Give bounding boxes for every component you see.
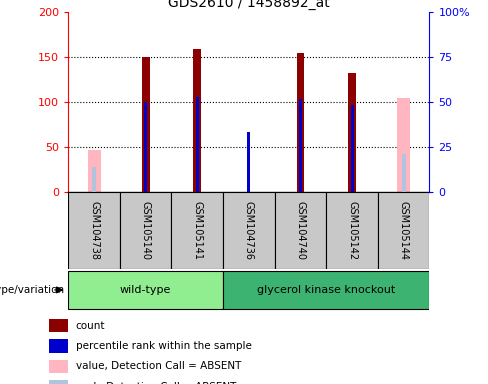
Bar: [142, 56, 150, 192]
Bar: [402, 154, 406, 192]
Text: value, Detection Call = ABSENT: value, Detection Call = ABSENT: [76, 361, 241, 371]
Bar: [397, 98, 410, 192]
Bar: [88, 150, 101, 192]
Bar: [378, 192, 429, 269]
Bar: [92, 167, 96, 192]
Bar: [49, 360, 68, 373]
Text: GSM105141: GSM105141: [192, 201, 203, 260]
Text: genotype/variation: genotype/variation: [0, 285, 65, 295]
Bar: [68, 271, 223, 309]
Bar: [49, 319, 68, 332]
Bar: [299, 99, 302, 192]
Text: percentile rank within the sample: percentile rank within the sample: [76, 341, 251, 351]
Bar: [348, 73, 356, 192]
Bar: [120, 192, 171, 269]
Text: GSM104736: GSM104736: [244, 201, 254, 260]
Text: wild-type: wild-type: [120, 285, 171, 295]
Bar: [193, 50, 201, 192]
Bar: [68, 192, 120, 269]
Bar: [49, 380, 68, 384]
Text: GSM104738: GSM104738: [89, 201, 99, 260]
Bar: [350, 105, 354, 192]
Text: GSM104740: GSM104740: [295, 201, 305, 260]
Bar: [171, 192, 223, 269]
Bar: [297, 53, 305, 192]
Text: GSM105140: GSM105140: [141, 201, 151, 260]
Bar: [49, 339, 68, 353]
Text: rank, Detection Call = ABSENT: rank, Detection Call = ABSENT: [76, 382, 236, 384]
Bar: [223, 271, 429, 309]
Bar: [223, 192, 275, 269]
Bar: [144, 102, 147, 192]
Text: glycerol kinase knockout: glycerol kinase knockout: [257, 285, 395, 295]
Bar: [326, 192, 378, 269]
Text: count: count: [76, 321, 105, 331]
Bar: [275, 192, 326, 269]
Title: GDS2610 / 1458892_at: GDS2610 / 1458892_at: [168, 0, 330, 10]
Text: GSM105144: GSM105144: [399, 201, 408, 260]
Bar: [247, 132, 250, 192]
Text: GSM105142: GSM105142: [347, 201, 357, 260]
Bar: [196, 97, 199, 192]
